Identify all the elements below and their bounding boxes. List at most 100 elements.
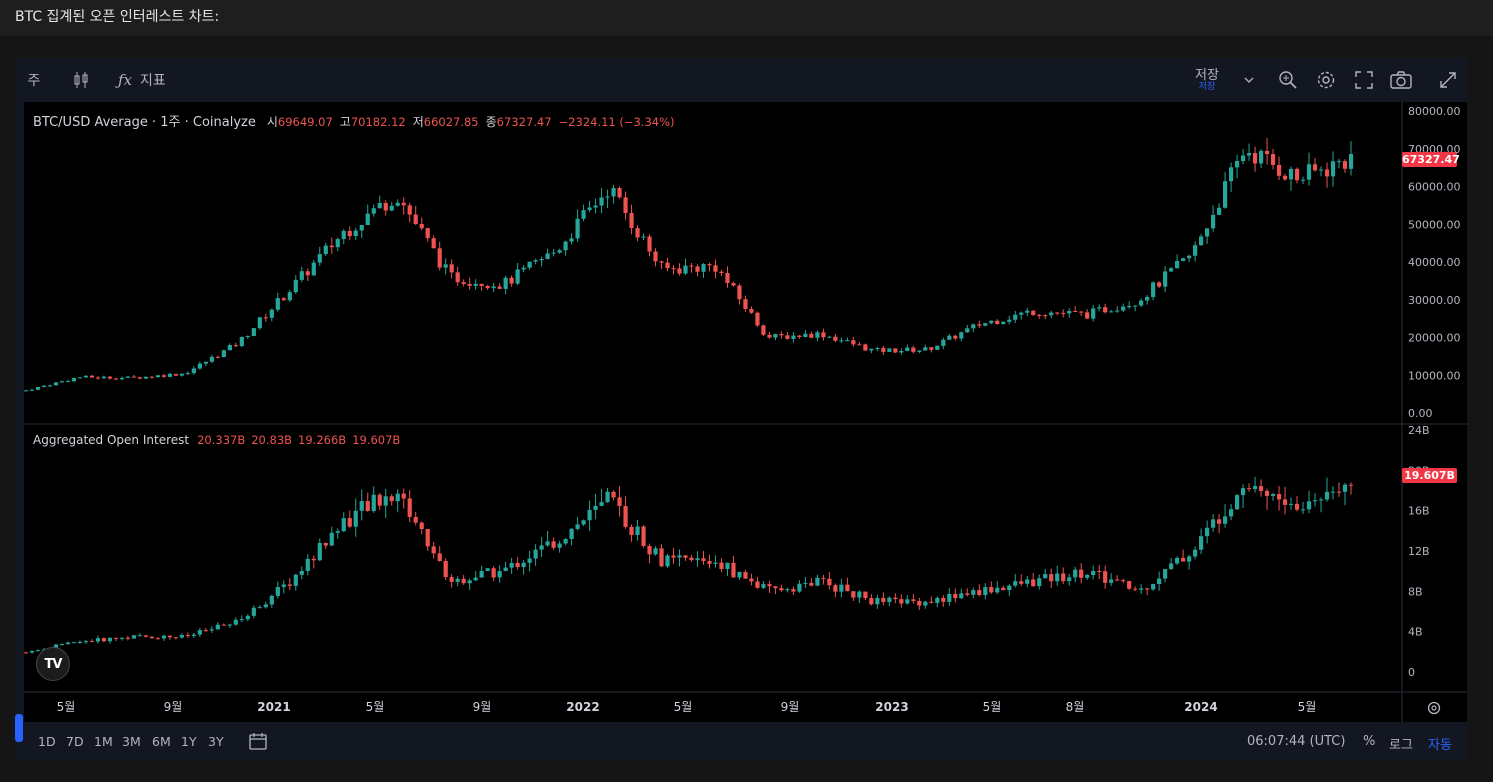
oi-candle <box>1264 490 1270 496</box>
oi-candle <box>1043 574 1048 579</box>
oi-candle <box>29 650 35 653</box>
oi-candle <box>995 587 1000 593</box>
clock-readout[interactable]: 06:07:44 (UTC) <box>1247 734 1346 749</box>
price-candle <box>1288 168 1294 180</box>
price-tick-label: 80000.00 <box>1408 105 1461 118</box>
oi-candle <box>497 571 502 578</box>
interval-button[interactable]: 주 <box>27 73 41 89</box>
open-value: 69649.07 <box>277 115 333 129</box>
calendar-icon[interactable] <box>248 731 268 754</box>
oi-candle <box>647 545 652 555</box>
fx-icon: ƒx <box>118 71 133 89</box>
oi-candle <box>221 624 226 626</box>
price-candle <box>227 345 232 351</box>
gear-icon[interactable] <box>1315 66 1337 94</box>
price-tick-label: 20000.00 <box>1408 332 1461 345</box>
auto-toggle[interactable]: 자동 <box>1428 738 1452 753</box>
oi-candle <box>965 593 970 595</box>
price-candle <box>803 333 808 338</box>
price-candle <box>329 245 334 248</box>
oi-candle <box>269 595 274 605</box>
price-candle <box>731 283 736 286</box>
oi-candle <box>137 635 143 637</box>
range-7d[interactable]: 7D <box>66 734 84 749</box>
price-candle <box>443 264 448 268</box>
price-candle <box>515 269 520 284</box>
price-tick-label: 10000.00 <box>1408 369 1461 382</box>
oi-candle <box>1151 584 1156 590</box>
oi-candle <box>233 619 238 625</box>
oi-candle <box>1013 581 1018 586</box>
tradingview-logo[interactable]: TV <box>36 647 70 681</box>
price-candle <box>401 202 406 206</box>
price-candle <box>1222 181 1228 208</box>
range-3m[interactable]: 3M <box>122 734 141 749</box>
price-candle <box>749 308 754 313</box>
price-candle <box>83 375 89 378</box>
price-candle <box>1300 179 1306 181</box>
oi-candle <box>161 635 166 639</box>
expand-icon[interactable] <box>1437 66 1459 94</box>
price-candle <box>305 271 310 276</box>
price-candle <box>1276 164 1282 176</box>
oi-candle <box>305 558 310 571</box>
oi-candle <box>581 520 586 525</box>
price-candle <box>1336 161 1342 163</box>
oi-candle <box>329 532 334 546</box>
camera-icon[interactable] <box>1389 66 1413 94</box>
price-candle <box>95 377 101 379</box>
range-3y[interactable]: 3Y <box>208 734 224 749</box>
price-candle <box>383 202 388 211</box>
oi-candle <box>281 584 286 587</box>
magnify-plus-icon[interactable] <box>1277 66 1299 94</box>
oi-candle <box>203 630 208 632</box>
oi-candle <box>449 577 454 582</box>
price-candle <box>239 337 244 347</box>
price-candle <box>323 245 328 255</box>
save-button[interactable]: 저장 저장 <box>1192 66 1222 94</box>
oi-candle <box>551 541 556 548</box>
chevron-down-icon[interactable] <box>1242 66 1256 94</box>
price-candle <box>809 333 814 338</box>
price-candle <box>1169 268 1174 272</box>
price-candle <box>977 324 982 326</box>
price-candle <box>47 385 53 387</box>
oi-candle <box>713 562 718 564</box>
price-candle <box>1067 310 1072 314</box>
indicators-button[interactable]: ƒx 지표 <box>118 66 178 94</box>
candle-style-icon[interactable] <box>70 66 92 94</box>
log-toggle[interactable]: 로그 <box>1389 738 1413 753</box>
price-candle <box>71 378 77 382</box>
price-candle <box>413 214 418 225</box>
price-candle <box>197 363 202 369</box>
chart-area[interactable]: 80000.00 70000.00 60000.00 50000.00 40000.00… <box>24 102 1467 722</box>
range-1m[interactable]: 1M <box>94 734 113 749</box>
range-1y[interactable]: 1Y <box>181 734 197 749</box>
candlestick-chart[interactable]: 80000.0070000.0060000.0050000.0040000.00… <box>24 102 1467 722</box>
oi-candle <box>761 584 766 588</box>
oi-candle <box>857 591 862 598</box>
oi-candle <box>593 505 598 510</box>
price-candle <box>611 187 616 197</box>
price-candle <box>593 205 598 208</box>
oi-candle <box>371 494 376 511</box>
fullscreen-icon[interactable] <box>1353 66 1375 94</box>
price-candle <box>149 376 155 378</box>
price-candle <box>935 345 940 350</box>
price-candle <box>431 238 436 249</box>
scroll-handle[interactable] <box>15 714 23 742</box>
oi-candle <box>629 526 634 536</box>
oi-candle <box>611 491 616 498</box>
range-6m[interactable]: 6M <box>152 734 171 749</box>
price-candle <box>1151 282 1156 297</box>
close-label: 종 <box>485 115 497 129</box>
range-1d[interactable]: 1D <box>38 734 56 749</box>
price-candle <box>1306 164 1312 180</box>
price-candle <box>623 197 628 213</box>
oi-candle <box>1252 486 1258 489</box>
oi-candle <box>197 630 202 635</box>
oi-candle <box>1103 571 1108 583</box>
percent-toggle[interactable]: % <box>1363 734 1376 749</box>
oi-candle <box>173 637 178 639</box>
price-candle <box>173 373 178 376</box>
